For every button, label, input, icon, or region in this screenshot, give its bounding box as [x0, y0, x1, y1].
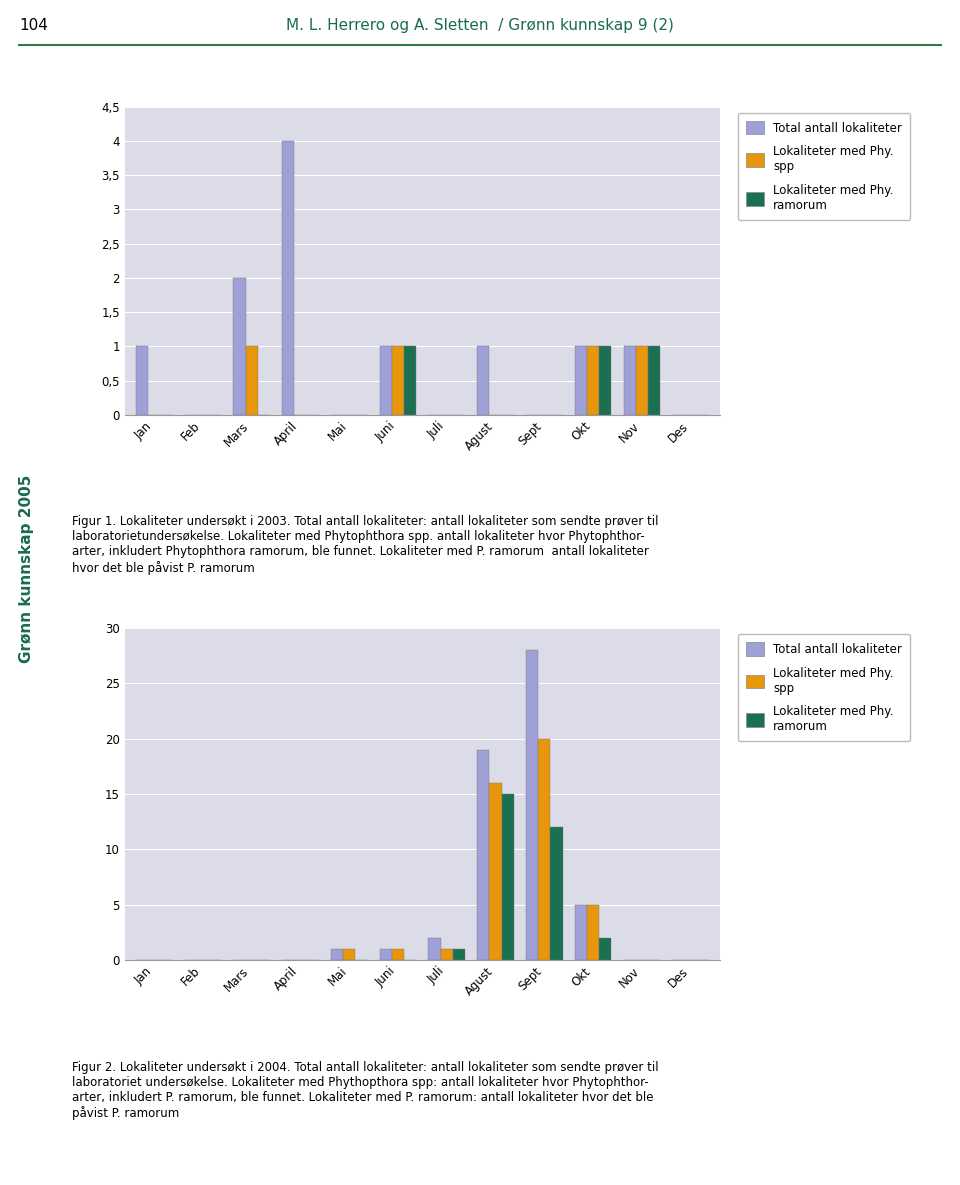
Bar: [282, 141, 295, 415]
Bar: [477, 346, 490, 415]
Text: 104: 104: [19, 18, 48, 33]
Bar: [526, 651, 539, 960]
Bar: [453, 949, 465, 960]
Text: Figur 2. Lokaliteter undersøkt i 2004. Total antall lokaliteter: antall lokalite: Figur 2. Lokaliteter undersøkt i 2004. T…: [72, 1061, 659, 1120]
Bar: [343, 949, 355, 960]
Bar: [599, 937, 612, 960]
Bar: [392, 346, 404, 415]
Bar: [575, 346, 588, 415]
Text: Figur 1. Lokaliteter undersøkt i 2003. Total antall lokaliteter: antall lokalite: Figur 1. Lokaliteter undersøkt i 2003. T…: [72, 515, 659, 575]
Bar: [648, 346, 660, 415]
Legend: Total antall lokaliteter, Lokaliteter med Phy.
spp, Lokaliteter med Phy.
ramorum: Total antall lokaliteter, Lokaliteter me…: [738, 113, 910, 220]
Bar: [246, 346, 257, 415]
Legend: Total antall lokaliteter, Lokaliteter med Phy.
spp, Lokaliteter med Phy.
ramorum: Total antall lokaliteter, Lokaliteter me…: [738, 634, 910, 742]
Bar: [599, 346, 612, 415]
Bar: [636, 346, 648, 415]
Bar: [380, 346, 392, 415]
Bar: [331, 949, 343, 960]
Bar: [428, 937, 441, 960]
Bar: [588, 346, 599, 415]
Bar: [441, 949, 453, 960]
Text: Grønn kunnskap 2005: Grønn kunnskap 2005: [19, 475, 35, 662]
Bar: [135, 346, 148, 415]
Bar: [575, 904, 588, 960]
Bar: [624, 346, 636, 415]
Bar: [392, 949, 404, 960]
Bar: [477, 750, 490, 960]
Bar: [380, 949, 392, 960]
Bar: [233, 277, 246, 415]
Text: M. L. Herrero og A. Sletten  / Grønn kunnskap 9 (2): M. L. Herrero og A. Sletten / Grønn kunn…: [286, 18, 674, 33]
Bar: [539, 738, 550, 960]
Bar: [502, 794, 514, 960]
Bar: [404, 346, 417, 415]
Bar: [550, 827, 563, 960]
Bar: [490, 783, 502, 960]
Bar: [588, 904, 599, 960]
